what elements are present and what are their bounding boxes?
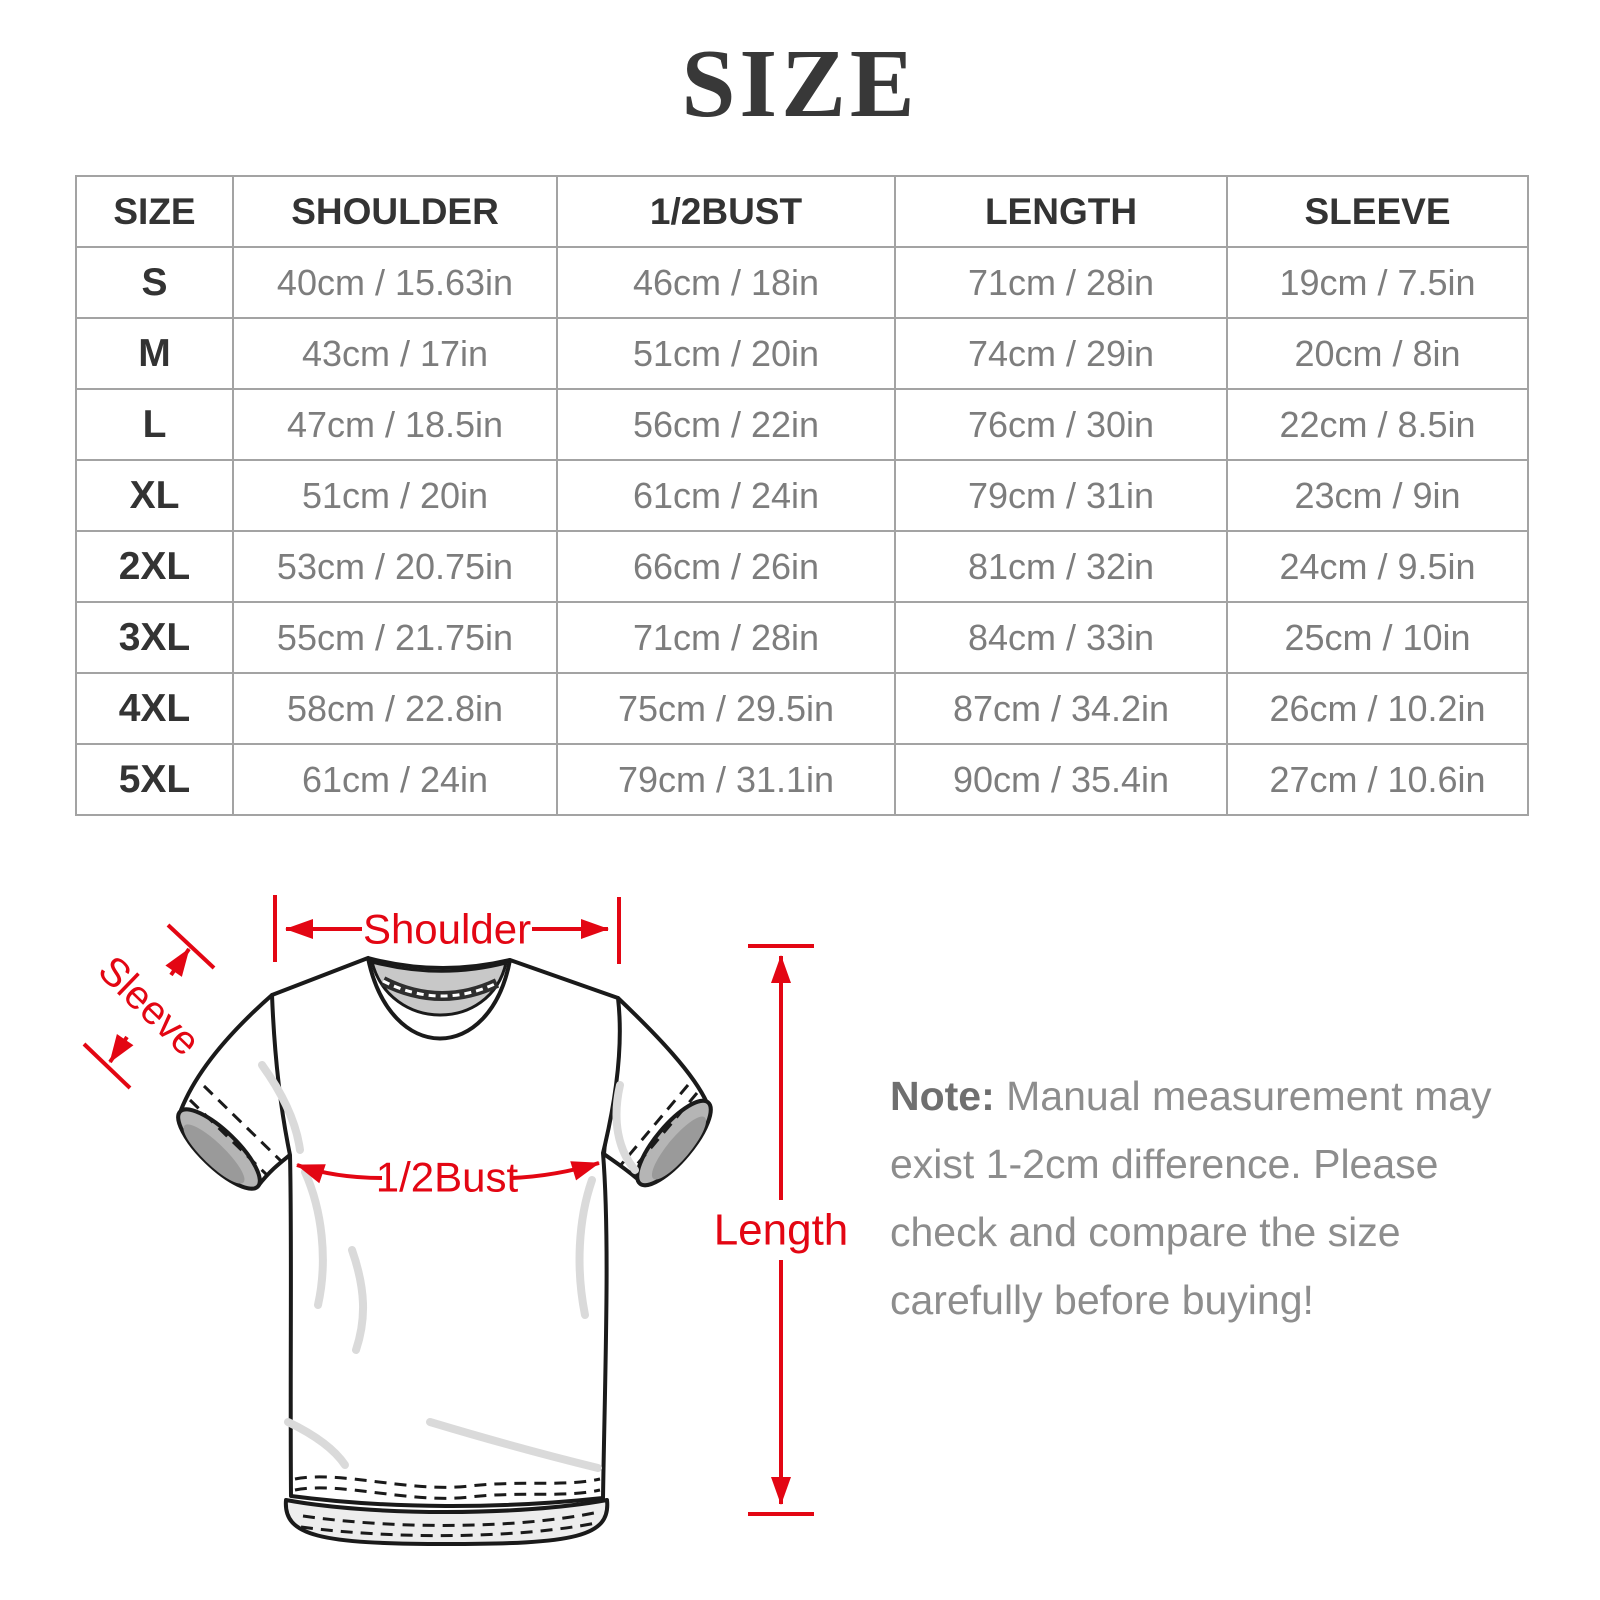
size-cell: M xyxy=(75,317,234,390)
value-cell: 90cm / 35.4in xyxy=(894,743,1228,816)
note-line: check and compare the size xyxy=(890,1209,1401,1255)
table-row-s: S 40cm / 15.63in 46cm / 18in 71cm / 28in… xyxy=(75,246,1529,319)
sleeve-label: Sleeve xyxy=(90,948,209,1065)
value-cell: 22cm / 8.5in xyxy=(1226,388,1529,461)
value-cell: 58cm / 22.8in xyxy=(232,672,558,745)
table-row-l: L 47cm / 18.5in 56cm / 22in 76cm / 30in … xyxy=(75,388,1529,461)
value-cell: 20cm / 8in xyxy=(1226,317,1529,390)
value-cell: 74cm / 29in xyxy=(894,317,1228,390)
col-header-size: SIZE xyxy=(75,175,234,248)
fabric-wrinkle xyxy=(258,1061,304,1154)
col-header-shoulder: SHOULDER xyxy=(232,175,558,248)
body-hem-stitching xyxy=(294,1475,601,1489)
value-cell: 79cm / 31.1in xyxy=(556,743,896,816)
value-cell: 51cm / 20in xyxy=(556,317,896,390)
value-cell: 26cm / 10.2in xyxy=(1226,672,1529,745)
value-cell: 87cm / 34.2in xyxy=(894,672,1228,745)
table-header-row: SIZE SHOULDER 1/2BUST LENGTH SLEEVE xyxy=(75,175,1529,248)
value-cell: 47cm / 18.5in xyxy=(232,388,558,461)
note-line: carefully before buying! xyxy=(890,1277,1314,1323)
value-cell: 23cm / 9in xyxy=(1226,459,1529,532)
size-cell: 4XL xyxy=(75,672,234,745)
value-cell: 19cm / 7.5in xyxy=(1226,246,1529,319)
note-label: Note: xyxy=(890,1073,995,1119)
size-cell: XL xyxy=(75,459,234,532)
value-cell: 79cm / 31in xyxy=(894,459,1228,532)
right-cuff-stitching xyxy=(627,1092,699,1175)
size-cell: 5XL xyxy=(75,743,234,816)
value-cell: 46cm / 18in xyxy=(556,246,896,319)
collar-top-edge xyxy=(367,956,511,971)
tshirt-measurement-diagram: Shoulder Sleeve 1/2Bust Length xyxy=(82,895,849,1546)
bust-arrow xyxy=(511,1161,600,1181)
value-cell: 24cm / 9.5in xyxy=(1226,530,1529,603)
value-cell: 71cm / 28in xyxy=(894,246,1228,319)
value-cell: 71cm / 28in xyxy=(556,601,896,674)
value-cell: 25cm / 10in xyxy=(1226,601,1529,674)
table-row-3xl: 3XL 55cm / 21.75in 71cm / 28in 84cm / 33… xyxy=(75,601,1529,674)
right-cuff-stitching xyxy=(618,1084,690,1167)
value-cell: 55cm / 21.75in xyxy=(232,601,558,674)
collar-inner xyxy=(369,959,509,1017)
sleeve-end-tick xyxy=(166,923,216,970)
tshirt-left-sleeve xyxy=(179,993,293,1188)
note-line: Note: Manual measurement may xyxy=(890,1062,1510,1130)
bust-label: 1/2Bust xyxy=(376,1154,519,1201)
fabric-wrinkle xyxy=(284,1418,349,1469)
hem-band-stitching xyxy=(300,1521,597,1538)
shoulder-label: Shoulder xyxy=(363,906,531,953)
table-row-5xl: 5XL 61cm / 24in 79cm / 31.1in 90cm / 35.… xyxy=(75,743,1529,816)
value-cell: 51cm / 20in xyxy=(232,459,558,532)
value-cell: 40cm / 15.63in xyxy=(232,246,558,319)
left-cuff-stitching xyxy=(188,1098,269,1177)
table-row-xl: XL 51cm / 20in 61cm / 24in 79cm / 31in 2… xyxy=(75,459,1529,532)
tshirt-body xyxy=(270,956,622,1508)
fabric-wrinkle xyxy=(612,1081,639,1174)
fabric-wrinkle xyxy=(426,1418,602,1472)
col-header-bust: 1/2BUST xyxy=(556,175,896,248)
value-cell: 66cm / 26in xyxy=(556,530,896,603)
sleeve-end-tick xyxy=(82,1042,132,1090)
tshirt-illustration xyxy=(176,956,713,1546)
value-cell: 53cm / 20.75in xyxy=(232,530,558,603)
fabric-wrinkle xyxy=(575,1176,596,1319)
value-cell: 61cm / 24in xyxy=(556,459,896,532)
note-text: Manual measurement may xyxy=(994,1073,1492,1119)
page-title: SIZE xyxy=(681,30,919,137)
sleeve-arrow xyxy=(165,947,191,977)
size-table: SIZE SHOULDER 1/2BUST LENGTH SLEEVE S 40… xyxy=(75,175,1529,816)
value-cell: 61cm / 24in xyxy=(232,743,558,816)
left-cuff-stitching xyxy=(202,1084,283,1163)
size-cell: L xyxy=(75,388,234,461)
col-header-sleeve: SLEEVE xyxy=(1226,175,1529,248)
length-label: Length xyxy=(714,1206,849,1255)
right-cuff-shadow xyxy=(651,1116,707,1180)
note-line: exist 1-2cm difference. Please xyxy=(890,1141,1439,1187)
hem-band-stitching xyxy=(302,1511,595,1527)
size-cell: 2XL xyxy=(75,530,234,603)
value-cell: 56cm / 22in xyxy=(556,388,896,461)
value-cell: 43cm / 17in xyxy=(232,317,558,390)
measurement-note: Note: Manual measurement may exist 1-2cm… xyxy=(890,1062,1510,1334)
col-header-length: LENGTH xyxy=(894,175,1228,248)
table-row-m: M 43cm / 17in 51cm / 20in 74cm / 29in 20… xyxy=(75,317,1529,390)
measurement-annotations xyxy=(82,895,814,1516)
fabric-wrinkle xyxy=(301,1168,327,1309)
fabric-wrinkle xyxy=(348,1246,368,1354)
value-cell: 76cm / 30in xyxy=(894,388,1228,461)
size-cell: S xyxy=(75,246,234,319)
value-cell: 75cm / 29.5in xyxy=(556,672,896,745)
sleeve-arrow xyxy=(108,1034,134,1064)
collar-rib-zigzag xyxy=(382,979,498,998)
table-row-4xl: 4XL 58cm / 22.8in 75cm / 29.5in 87cm / 3… xyxy=(75,672,1529,745)
value-cell: 27cm / 10.6in xyxy=(1226,743,1529,816)
body-hem-stitching xyxy=(294,1486,601,1500)
bust-arrow xyxy=(296,1163,383,1184)
table-row-2xl: 2XL 53cm / 20.75in 66cm / 26in 81cm / 32… xyxy=(75,530,1529,603)
left-cuff-shadow xyxy=(183,1124,245,1184)
value-cell: 84cm / 33in xyxy=(894,601,1228,674)
value-cell: 81cm / 32in xyxy=(894,530,1228,603)
size-cell: 3XL xyxy=(75,601,234,674)
